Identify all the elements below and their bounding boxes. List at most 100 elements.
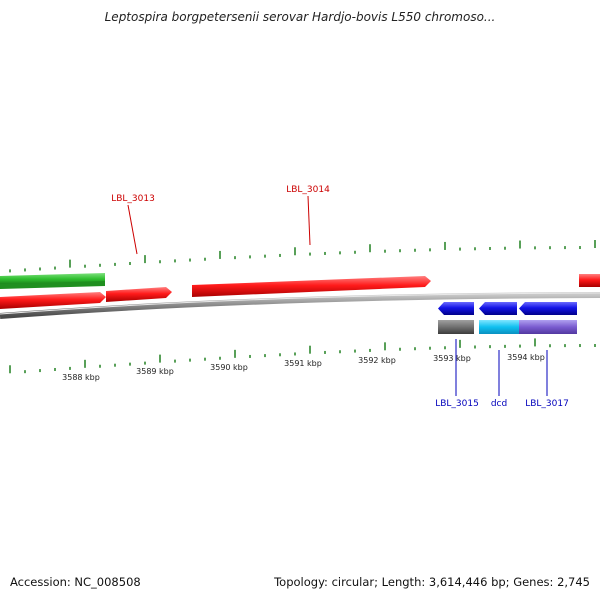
scale-labels: 3588 kbp 3589 kbp 3590 kbp 3591 kbp 3592…: [62, 353, 545, 382]
scale-tick: [354, 349, 356, 353]
gc-tick: [414, 248, 416, 252]
scale-tick: [339, 350, 341, 354]
scale-ticks-lower: [9, 338, 596, 374]
map-title: Leptospira borgpetersenii serovar Hardjo…: [104, 10, 496, 24]
scale-tick: [474, 345, 476, 349]
gc-tick: [519, 240, 521, 249]
forward-gene-labels: LBL_3013 LBL_3014: [111, 185, 330, 255]
gc-tick: [444, 241, 446, 250]
gc-tick: [384, 249, 386, 253]
scale-tick: [399, 347, 401, 351]
scale-tick: [489, 345, 491, 349]
scale-tick: [249, 354, 251, 358]
scale-tick: [114, 363, 116, 367]
scale-tick: [324, 350, 326, 354]
scale-tick: [174, 359, 176, 363]
scale-tick: [144, 361, 146, 365]
gene-arrow-lbl-3017[interactable]: [519, 302, 577, 315]
scale-tick: [549, 344, 551, 348]
gene-arrow-lbl-3014[interactable]: [192, 276, 431, 297]
scale-tick: [69, 366, 71, 370]
scale-label: 3593 kbp: [433, 354, 471, 363]
gc-tick: [489, 246, 491, 250]
label-leader-lbl-3013: [127, 204, 138, 255]
topology-text: Topology: circular; Length: 3,614,446 bp…: [274, 575, 590, 589]
chromosome-backbone: [0, 292, 600, 319]
gc-tick: [114, 262, 116, 266]
gc-tick: [504, 246, 506, 250]
gc-tick: [9, 269, 11, 273]
scale-tick: [204, 357, 206, 361]
gc-tick: [39, 267, 41, 271]
gc-tick: [84, 264, 86, 268]
scale-tick: [534, 338, 536, 347]
scale-label: 3589 kbp: [136, 367, 174, 376]
gray-feature-bar: [438, 320, 474, 334]
scale-tick: [24, 370, 26, 374]
gc-tick: [309, 252, 311, 256]
gc-tick: [279, 253, 281, 257]
scale-tick: [189, 358, 191, 362]
scale-tick: [369, 348, 371, 352]
gene-label-lbl-3014[interactable]: LBL_3014: [286, 185, 330, 195]
scale-tick: [294, 352, 296, 356]
scale-tick: [594, 344, 596, 348]
scale-tick: [54, 367, 56, 371]
gc-tick: [54, 266, 56, 270]
chromosome-backbone-highlight: [0, 292, 600, 315]
scale-tick: [99, 364, 101, 368]
gc-tick: [204, 257, 206, 261]
gc-tick: [354, 250, 356, 254]
gene-label-dcd[interactable]: dcd: [491, 399, 507, 409]
scale-label: 3592 kbp: [358, 356, 396, 365]
gc-tick: [69, 259, 71, 268]
cyan-feature-bar: [479, 320, 519, 334]
gc-tick: [189, 258, 191, 262]
gene-arrow-forward-right[interactable]: [579, 274, 600, 287]
scale-tick: [384, 342, 386, 351]
scale-tick: [519, 344, 521, 348]
label-leader-lbl-3014: [307, 195, 311, 246]
gc-tick: [219, 250, 221, 259]
gene-arrow-lbl-3015[interactable]: [438, 302, 474, 315]
gc-tick: [564, 246, 566, 250]
gene-label-lbl-3017[interactable]: LBL_3017: [525, 399, 569, 409]
gc-tick: [264, 254, 266, 258]
scale-tick: [39, 369, 41, 373]
scale-tick: [564, 344, 566, 348]
scale-tick: [264, 354, 266, 358]
scale-tick: [309, 345, 311, 354]
scale-label: 3588 kbp: [62, 373, 100, 382]
gc-tick: [99, 263, 101, 267]
gc-tick: [549, 246, 551, 250]
scale-label: 3590 kbp: [210, 363, 248, 372]
gene-label-lbl-3013[interactable]: LBL_3013: [111, 194, 155, 204]
scale-tick: [444, 346, 446, 350]
scale-label: 3591 kbp: [284, 359, 322, 368]
gene-arrow-forward-2[interactable]: [106, 287, 172, 302]
scale-tick: [159, 354, 161, 363]
scale-tick: [9, 365, 11, 374]
gc-tick: [534, 246, 536, 250]
gc-tick: [459, 247, 461, 251]
gc-tick: [594, 240, 596, 249]
scale-tick: [234, 349, 236, 358]
gc-tick: [294, 247, 296, 256]
scale-tick: [129, 362, 131, 366]
scale-tick: [429, 346, 431, 350]
scale-tick: [459, 339, 461, 348]
gc-tick: [429, 248, 431, 252]
scale-tick: [414, 347, 416, 351]
gene-arrow-dcd[interactable]: [479, 302, 517, 315]
gc-tick: [249, 255, 251, 259]
scale-tick: [219, 356, 221, 360]
scale-tick: [504, 344, 506, 348]
gc-tick: [174, 259, 176, 263]
gc-tick: [399, 249, 401, 253]
gene-label-lbl-3015[interactable]: LBL_3015: [435, 399, 479, 409]
scale-label: 3594 kbp: [507, 353, 545, 362]
gene-arrow-forward-1[interactable]: [0, 292, 106, 309]
gc-tick: [324, 251, 326, 255]
scale-tick: [279, 353, 281, 357]
